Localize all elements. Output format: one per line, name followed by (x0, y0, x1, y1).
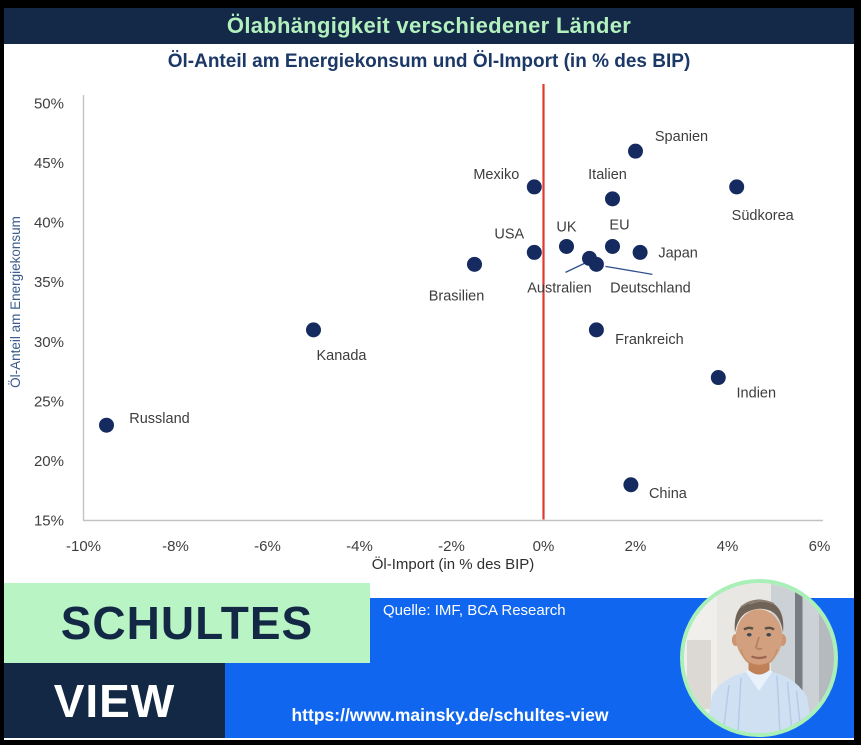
brand-box-schultes: SCHULTES (4, 583, 370, 663)
y-tick-label-50: 50% (34, 96, 64, 113)
x-tick-label--6: -6% (254, 538, 281, 555)
portrait-photo (680, 579, 838, 737)
x-tick-label--10: -10% (66, 538, 101, 555)
y-tick-label-35: 35% (34, 274, 64, 291)
hair (734, 599, 784, 633)
point-label-japan: Japan (658, 245, 698, 261)
data-point-china (623, 477, 639, 493)
leader-line-deutschland (605, 265, 653, 275)
data-point-japan (632, 244, 648, 260)
shirt (705, 670, 813, 733)
source-credit: Quelle: IMF, BCA Research (383, 602, 566, 619)
point-label-china: China (649, 486, 688, 502)
data-point-eu (605, 238, 620, 254)
data-point-brasilien (467, 256, 482, 272)
data-point-russland (99, 417, 114, 433)
y-tick-label-20: 20% (34, 453, 64, 470)
data-point-kanada (306, 322, 321, 338)
mouth (751, 655, 767, 660)
data-point-indien (710, 370, 726, 386)
eyebrows (743, 626, 775, 631)
point-label-australien: Australien (527, 280, 591, 296)
y-tick-label-40: 40% (34, 215, 64, 232)
data-point-südkorea (729, 179, 745, 195)
point-label-usa: USA (494, 226, 524, 242)
photo-window-frame (795, 583, 803, 733)
hair-texture (740, 599, 775, 608)
shirt-stripes (722, 675, 802, 733)
x-tick-label--2: -2% (438, 538, 465, 555)
point-label-uk: UK (556, 219, 576, 235)
y-axis-title: Öl-Anteil am Energiekonsum (8, 216, 23, 388)
brand-schultes-label: SCHULTES (60, 597, 314, 649)
x-tick-label-6: 6% (809, 538, 831, 555)
point-label-deutschland: Deutschland (610, 280, 691, 296)
y-tick-label-45: 45% (34, 155, 64, 172)
data-point-uk (559, 238, 574, 254)
brand-box-view: VIEW (4, 663, 225, 738)
y-tick-label-30: 30% (34, 334, 64, 351)
leader-line-australien (565, 261, 587, 273)
x-axis-title: Öl-Import (in % des BIP) (372, 555, 535, 573)
y-tick-label-25: 25% (34, 393, 64, 410)
y-tick-label-15: 15% (34, 513, 64, 530)
portrait-illustration (684, 583, 834, 733)
point-label-indien: Indien (737, 386, 777, 402)
x-tick-label-4: 4% (717, 538, 739, 555)
website-url: https://www.mainsky.de/schultes-view (291, 705, 609, 725)
point-label-brasilien: Brasilien (429, 288, 485, 304)
data-point-deutschland (588, 256, 604, 272)
point-label-italien: Italien (588, 167, 627, 183)
point-label-kanada: Kanada (317, 348, 368, 364)
point-label-russland: Russland (129, 411, 189, 427)
data-point-italien (605, 191, 620, 207)
photo-wall-panel (687, 640, 711, 709)
x-tick-label-2: 2% (625, 538, 647, 555)
chart-title: Öl-Anteil am Energiekonsum und Öl-Import… (167, 51, 691, 72)
point-label-frankreich: Frankreich (615, 332, 684, 348)
header-bar: Ölabhängigkeit verschiedener Länder (4, 8, 854, 44)
page-title: Ölabhängigkeit verschiedener Länder (226, 13, 632, 38)
data-point-usa (526, 244, 542, 260)
brand-view-label: VIEW (53, 674, 176, 727)
x-tick-label--4: -4% (346, 538, 373, 555)
eye-right (766, 632, 772, 637)
point-label-eu: EU (609, 217, 629, 233)
cheek-lines (740, 648, 778, 664)
x-tick-label--8: -8% (162, 538, 189, 555)
x-tick-label-0: 0% (533, 538, 555, 555)
shirt-collar (745, 667, 773, 691)
data-point-mexiko (526, 179, 542, 195)
nose (755, 636, 763, 651)
data-point-spanien (628, 143, 643, 159)
point-label-südkorea: Südkorea (732, 208, 795, 224)
eye-left (746, 632, 752, 637)
data-point-frankreich (588, 322, 604, 338)
point-label-spanien: Spanien (655, 129, 708, 145)
point-label-mexiko: Mexiko (473, 167, 519, 183)
